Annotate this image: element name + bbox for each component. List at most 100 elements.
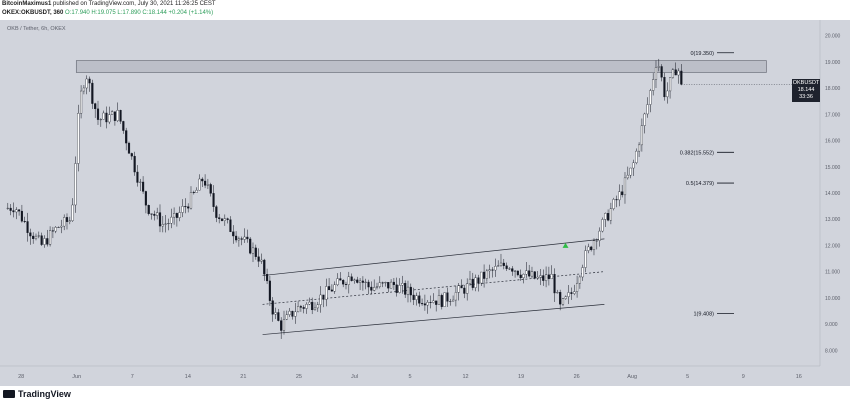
tradingview-logo[interactable]: TradingView [3, 389, 71, 399]
candle [375, 282, 379, 290]
candle [412, 287, 415, 306]
candle [254, 244, 257, 260]
candle [409, 283, 412, 303]
fib-level[interactable]: 0.5(14.379) [686, 181, 734, 187]
candle [302, 305, 305, 314]
resistance-zone[interactable] [75, 60, 767, 73]
candle [195, 187, 198, 193]
candle [299, 304, 302, 312]
candle [43, 235, 46, 248]
plot-background [0, 20, 820, 366]
fib-level[interactable]: 1(9.408) [694, 311, 735, 317]
x-tick-label: 19 [518, 374, 524, 380]
publish-info: published on TradingView.com, July 30, 2… [53, 1, 216, 7]
price-chart[interactable]: OKB / Tether, 6h, OKEX 0(19.350) 0.382(15… [0, 20, 850, 386]
candle [173, 207, 176, 225]
candle [488, 264, 491, 279]
candle [477, 274, 480, 292]
candle [671, 68, 674, 79]
candle [483, 264, 486, 288]
candle [471, 272, 474, 291]
candle [54, 226, 57, 234]
candle [367, 279, 370, 295]
candle [6, 202, 9, 210]
candle [218, 213, 221, 224]
candle [263, 258, 266, 281]
candle [102, 110, 105, 120]
fib-level[interactable]: 0(19.350) [690, 51, 734, 57]
candle [547, 266, 550, 286]
chart-area[interactable]: OKB / Tether, 6h, OKEX 0(19.350) 0.382(15… [0, 20, 850, 386]
x-tick-label: 7 [131, 374, 134, 380]
candle [468, 270, 472, 286]
candle [437, 289, 441, 305]
x-tick-label: Aug [627, 374, 637, 380]
chart-title: OKB / Tether, 6h, OKEX [7, 26, 66, 32]
candle [51, 226, 54, 239]
candle [119, 109, 122, 124]
candle [85, 75, 88, 95]
candle [370, 281, 373, 295]
candle [494, 258, 497, 277]
channel-upper-line[interactable] [262, 238, 605, 276]
candle [285, 310, 288, 321]
candle [576, 275, 579, 298]
candle [291, 310, 294, 320]
candle [91, 79, 94, 109]
price-tag-countdown: 33:36 [799, 94, 813, 101]
candle [32, 232, 35, 244]
candle [243, 228, 246, 243]
candle [271, 297, 274, 322]
candle [539, 268, 542, 286]
candle [491, 267, 494, 278]
candle [274, 307, 277, 320]
candle [426, 299, 429, 314]
x-tick-label: 12 [462, 374, 468, 380]
candle [669, 77, 672, 99]
brand-name: TradingView [18, 389, 71, 399]
candle [105, 106, 108, 129]
candle [80, 85, 83, 119]
candle [638, 142, 641, 157]
candle [136, 165, 139, 187]
candle [257, 248, 260, 268]
candle [57, 226, 60, 228]
candle [505, 262, 508, 271]
candle [429, 295, 432, 309]
candle [353, 278, 356, 284]
candle [325, 278, 328, 307]
candle [604, 212, 607, 228]
candle [144, 190, 147, 214]
candle [297, 301, 300, 313]
candle [142, 176, 145, 194]
candle [654, 60, 658, 88]
candle [235, 231, 238, 243]
candle [344, 281, 348, 290]
candle [359, 278, 362, 291]
candle [226, 217, 229, 224]
candle [181, 199, 184, 218]
candle [440, 293, 443, 310]
channel-mid-line[interactable] [262, 271, 605, 305]
candle [29, 228, 32, 245]
y-tick-label: 10.000 [825, 296, 841, 302]
candle [674, 62, 677, 76]
author-name[interactable]: BitcoinMaximus1 [2, 1, 52, 7]
y-tick-label: 20.000 [825, 34, 841, 40]
candle [65, 213, 69, 230]
channel-lower-line[interactable] [262, 304, 605, 335]
candle [201, 177, 204, 188]
candle [522, 273, 525, 284]
x-tick-label: 26 [574, 374, 580, 380]
candle [446, 287, 449, 307]
fib-level[interactable]: 0.382(15.552) [680, 150, 734, 156]
x-tick-label: 14 [185, 374, 191, 380]
candle [308, 297, 311, 306]
candle [480, 271, 483, 286]
symbol-label: OKEX:OKBUSDT, 360 [2, 10, 64, 16]
candle [392, 278, 395, 290]
candle [209, 182, 212, 197]
candle [387, 282, 390, 293]
candle [587, 243, 590, 254]
candle [550, 265, 553, 280]
